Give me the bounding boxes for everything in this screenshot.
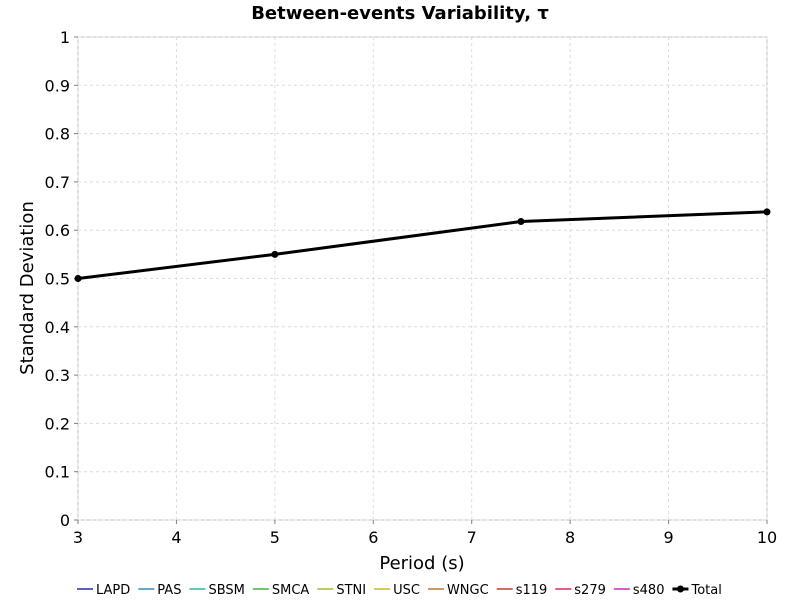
data-point bbox=[763, 208, 771, 216]
legend: LAPD PAS SBSM SMCA STNI USC WNGC s119 s279 s480 To… bbox=[77, 583, 722, 598]
legend-item-s279: s279 bbox=[555, 583, 606, 598]
legend-label: LAPD bbox=[96, 583, 130, 598]
chart-title: Between-events Variability, τ bbox=[251, 3, 549, 24]
x-tick-label: 3 bbox=[73, 528, 83, 547]
x-tick-label: 7 bbox=[467, 528, 477, 547]
legend-label: s480 bbox=[633, 583, 665, 598]
y-tick-label: 0.5 bbox=[45, 270, 70, 289]
legend-label: USC bbox=[393, 583, 420, 598]
legend-label: WNGC bbox=[447, 583, 489, 598]
y-tick-label: 0.4 bbox=[45, 318, 70, 337]
x-tick-label: 9 bbox=[663, 528, 673, 547]
x-tick-label: 8 bbox=[565, 528, 575, 547]
x-tick-label: 4 bbox=[171, 528, 181, 547]
legend-item-total: Total bbox=[672, 583, 722, 598]
legend-item-pas: PAS bbox=[138, 583, 181, 598]
legend-item-usc: USC bbox=[374, 583, 420, 598]
y-tick-label: 0.9 bbox=[45, 76, 70, 95]
series-line-total bbox=[77, 210, 768, 280]
legend-item-s480: s480 bbox=[613, 583, 665, 598]
x-tick-label: 10 bbox=[757, 528, 777, 547]
legend-item-stni: STNI bbox=[317, 583, 366, 598]
legend-label: SBSM bbox=[208, 583, 244, 598]
legend-marker bbox=[676, 585, 684, 593]
y-tick-label: 0.6 bbox=[45, 221, 70, 240]
y-tick-label: 1 bbox=[60, 28, 70, 47]
y-tick-label: 0.8 bbox=[45, 125, 70, 144]
legend-label: Total bbox=[690, 583, 721, 598]
y-tick-label: 0.1 bbox=[45, 463, 70, 482]
data-point bbox=[271, 250, 279, 258]
x-tick-label: 6 bbox=[368, 528, 378, 547]
legend-label: STNI bbox=[336, 583, 366, 598]
y-axis-label: Standard Deviation bbox=[17, 201, 38, 375]
legend-item-wngc: WNGC bbox=[427, 583, 489, 598]
y-tick-label: 0.3 bbox=[45, 366, 70, 385]
legend-item-lapd: LAPD bbox=[77, 583, 130, 598]
legend-label: PAS bbox=[157, 583, 181, 598]
y-tick-label: 0.7 bbox=[45, 173, 70, 192]
data-point bbox=[517, 218, 525, 226]
legend-label: s119 bbox=[516, 583, 548, 598]
grid bbox=[77, 36, 768, 521]
x-tick-label: 5 bbox=[270, 528, 280, 547]
data-point bbox=[74, 275, 82, 282]
legend-item-s119: s119 bbox=[496, 583, 548, 598]
axes: 3 4 5 6 7 8 9 10 0 0.1 0.2 0.3 0.4 0.5 0.6 0.7 0.8 0.9 1 bbox=[45, 28, 778, 547]
legend-item-sbsm: SBSM bbox=[189, 583, 245, 598]
y-tick-label: 0.2 bbox=[45, 414, 70, 433]
legend-label: s279 bbox=[574, 583, 606, 598]
series-layer bbox=[74, 208, 771, 282]
x-axis-label: Period (s) bbox=[379, 553, 464, 574]
y-tick-label: 0 bbox=[60, 511, 70, 530]
legend-label: SMCA bbox=[272, 583, 310, 598]
legend-item-smca: SMCA bbox=[252, 583, 310, 598]
